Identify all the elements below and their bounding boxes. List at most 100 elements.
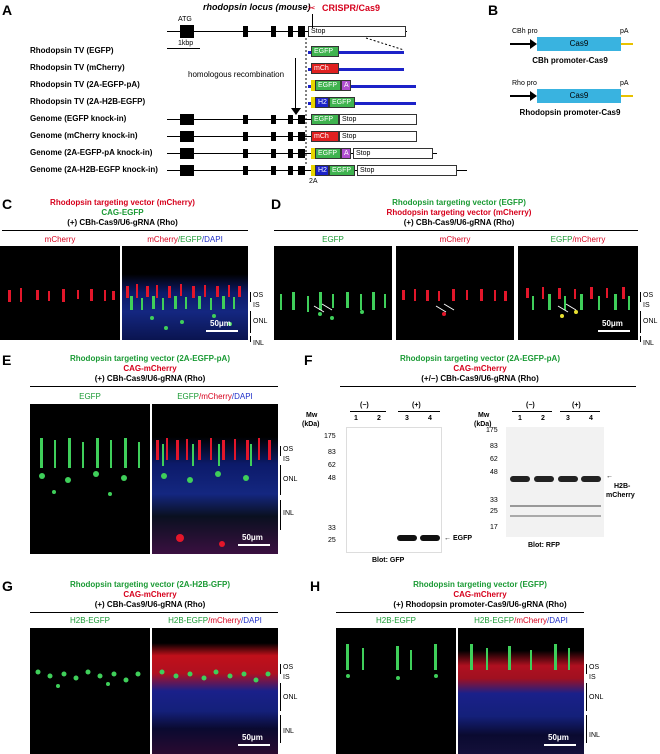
h-layer-is: IS [589, 674, 596, 681]
f-plus-left: (+) [412, 402, 421, 409]
cbh-arrow-line [510, 43, 532, 45]
scissors-icon: ✂ [308, 3, 316, 13]
c-brack-inl [250, 336, 251, 342]
tv-mch-box: mCh [311, 63, 339, 74]
g4-stop-box: Stop [357, 165, 457, 176]
g4-exon-2 [243, 166, 248, 175]
tv-2a-egfp-arm [308, 85, 416, 88]
g1-exon-3 [271, 115, 276, 124]
f-lane4-right: 4 [589, 415, 593, 422]
h-brack-os [586, 664, 587, 674]
g3-exon-4 [288, 149, 293, 158]
h-image-egfp [336, 628, 456, 754]
tv-egfp-box: EGFP [311, 46, 339, 57]
e-brack-os [280, 446, 281, 456]
c-image-merge: 50μm [122, 246, 248, 340]
f-lane2-right: 2 [541, 415, 545, 422]
h-layer-os: OS [589, 664, 600, 671]
e-line1: Rhodopsin targeting vector (2A-EGFP-pA) [70, 354, 230, 363]
f-mk-48: 48 [328, 475, 336, 482]
e-image-egfp [30, 404, 150, 554]
panel-letter-h: H [310, 578, 321, 594]
row-label-5: Genome (EGFP knock-in) [30, 114, 127, 123]
panel-letter-g: G [2, 578, 13, 594]
g4-h2-box: H2 [315, 165, 329, 176]
panel-letter-b: B [488, 2, 499, 18]
d-line2: Rhodopsin targeting vector (mCherry) [386, 208, 532, 217]
hr-arrow [295, 58, 296, 112]
h-line1: Rhodopsin targeting vector (EGFP) [413, 580, 547, 589]
f-rfp-band-2 [534, 476, 554, 482]
h-image-merge: 50μm [458, 628, 584, 754]
d-brack-inl [640, 336, 641, 342]
f-minus-rule-right [512, 411, 552, 412]
f-mk-175: 175 [324, 433, 336, 440]
panel-letter-a: A [2, 2, 13, 18]
f-mkr-62: 62 [490, 456, 498, 463]
f-rfp-band-1 [510, 476, 530, 482]
g1-stop-box: Stop [339, 114, 417, 125]
rho-caption: Rhodopsin promoter-Cas9 [519, 108, 621, 117]
tv-h2b-egfp-box: EGFP [329, 97, 355, 108]
g1-exon-4 [288, 115, 293, 124]
g2-stop-box: Stop [339, 131, 417, 142]
exon-3 [271, 26, 276, 37]
e-image-merge: 50μm [152, 404, 278, 554]
f-plus-rule-left [398, 411, 440, 412]
d-line3: (+) CBh-Cas9/U6-gRNA (Rho) [403, 218, 515, 227]
d-img1-label: EGFP [322, 235, 344, 244]
scale-bar-1kbp [167, 48, 200, 49]
f-mkr-33: 33 [490, 497, 498, 504]
f-mkr-83: 83 [490, 443, 498, 450]
h-layer-inl: INL [589, 732, 600, 739]
c-scalebar [206, 330, 238, 332]
row-label-3: Rhodopsin TV (2A-EGFP-pA) [30, 80, 140, 89]
c-line1: Rhodopsin targeting vector (mCherry) [50, 198, 195, 207]
tv-2a-pa-box: A [341, 80, 351, 91]
g-line2: CAG-mCherry [123, 590, 177, 599]
f-kda-left: (kDa) [302, 421, 320, 428]
tv-mch-arm [308, 68, 404, 71]
hr-label: homologous recombination [188, 70, 285, 79]
h-egfp-signal [346, 644, 438, 680]
e-layer-is: IS [283, 456, 290, 463]
f-egfp-band-label: ← EGFP [444, 535, 473, 542]
g-merge-signal [159, 669, 271, 683]
h-img2-label: H2B-EGFP/mCherry/DAPI [474, 616, 568, 625]
e-layer-os: OS [283, 446, 294, 453]
g3-exon-2 [243, 149, 248, 158]
row-label-8: Genome (2A-H2B-EGFP knock-in) [30, 165, 158, 174]
d-line1: Rhodopsin targeting vector (EGFP) [392, 198, 526, 207]
g-brack-os [280, 664, 281, 674]
g-line3: (+) CBh-Cas9/U6-gRNA (Rho) [94, 600, 206, 609]
g-brack-inl [280, 715, 281, 743]
f-blot-gfp [346, 427, 442, 553]
cbh-pro-label: CBh pro [512, 28, 538, 35]
g-layer-inl: INL [283, 728, 294, 735]
f-kda-right: (kDa) [474, 421, 492, 428]
d-merge-signal [526, 287, 630, 318]
f-plus-right: (+) [572, 402, 581, 409]
f-lane3-left: 3 [405, 415, 409, 422]
pa-label-2: pA [620, 80, 629, 87]
f-minus-right: (−) [526, 402, 535, 409]
hr-arrowhead [291, 108, 301, 115]
f-line2: CAG-mCherry [453, 364, 507, 373]
pa-2 [621, 95, 633, 97]
e-layer-onl: ONL [283, 476, 298, 483]
d-image-egfp [274, 246, 392, 340]
f-blot-gfp-caption: Blot: GFP [372, 557, 405, 564]
g-h2b-signal [35, 669, 141, 688]
f-h2b-label-2: mCherry [606, 492, 635, 499]
f-h2b-arrow: ← [606, 473, 613, 480]
g3-exon-5 [298, 149, 305, 158]
e-brack-onl [280, 465, 281, 495]
f-mk-33: 33 [328, 525, 336, 532]
locus-line [167, 31, 407, 32]
f-lane1-right: 1 [518, 415, 522, 422]
g1-egfp-box: EGFP [311, 114, 339, 125]
rho-arrow-head [530, 91, 537, 101]
row-label-1: Rhodopsin TV (EGFP) [30, 46, 114, 55]
f-rfp-band-3 [558, 476, 578, 482]
e-img2-label: EGFP/mCherry/DAPI [177, 392, 253, 401]
